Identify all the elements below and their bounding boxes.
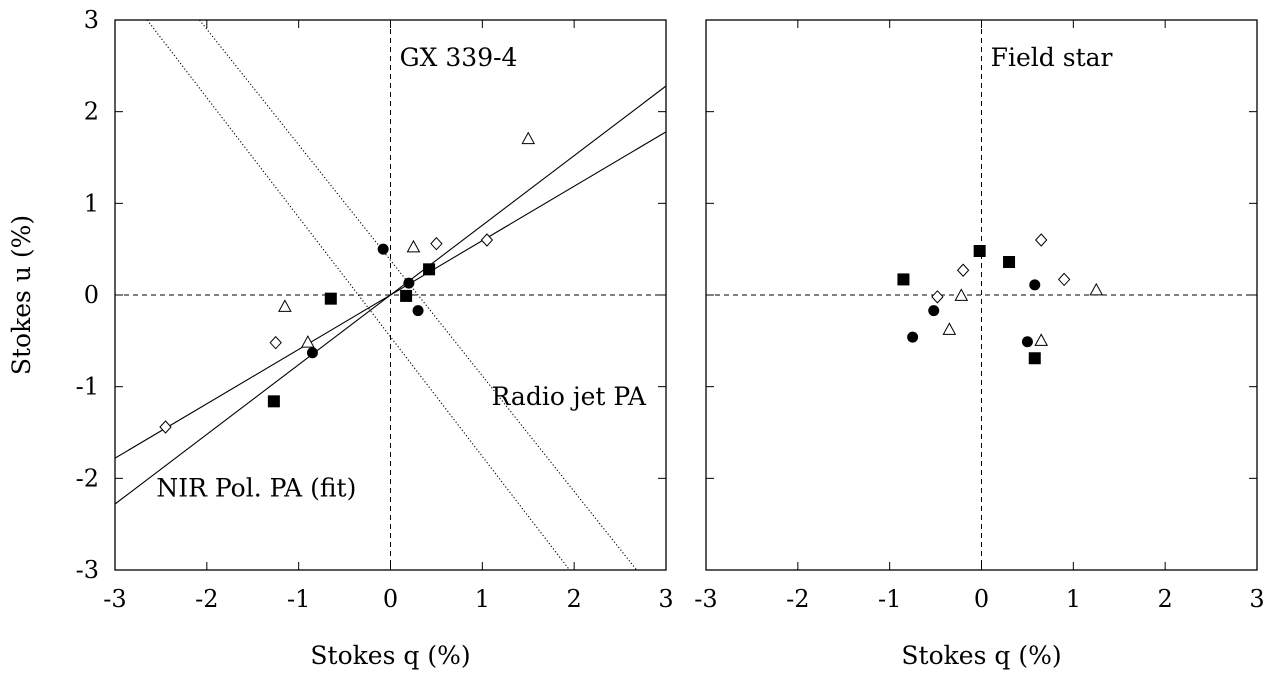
left-annotation: GX 339-4	[400, 43, 518, 72]
left-filled-square-point	[423, 263, 436, 276]
right-x-tick-label: 1	[1066, 585, 1081, 613]
left-open-diamond-point	[269, 335, 282, 350]
right-x-tick-label: -3	[694, 585, 717, 613]
left-open-triangle-point	[278, 299, 292, 312]
left-filled-square-point	[400, 289, 413, 302]
left-y-tick-label: -2	[76, 464, 99, 492]
right-open-triangle-point	[942, 322, 957, 335]
left-open-triangle-point	[521, 131, 536, 145]
panel-field-star: -3 -2 -1 0 1 2 3 Field star Stokes q (%)	[694, 19, 1265, 670]
left-y-tick-label: 0	[84, 281, 99, 309]
left-open-diamond-point	[480, 233, 494, 247]
left-open-triangle-point	[406, 239, 421, 253]
left-radio-jet-pa-line	[199, 20, 638, 570]
right-filled-circle-point	[1021, 336, 1033, 348]
right-open-triangle-point	[954, 288, 969, 301]
left-y-axis-title: Stokes u (%)	[7, 215, 36, 375]
panel-gx339-4: -3 -2 -1 0 1 2 3 -3 -2 -1 0 1 2 3 GX 339-4 Radio jet PA…	[7, 6, 674, 670]
left-filled-square-point	[267, 395, 280, 408]
left-filled-circle-point	[377, 243, 389, 255]
right-open-diamond-point	[1057, 272, 1071, 287]
left-filled-circle-point	[403, 277, 415, 289]
right-filled-square-point	[897, 273, 910, 286]
left-filled-square-point	[324, 292, 337, 305]
right-x-tick-label: 3	[1249, 585, 1264, 613]
right-open-diamond-point	[1035, 233, 1048, 247]
left-annotation: NIR Pol. PA (fit)	[156, 474, 356, 503]
left-open-diamond-point	[159, 420, 172, 434]
left-x-tick-label: 1	[475, 585, 490, 613]
left-x-tick-label: 3	[658, 585, 673, 613]
right-filled-square-point	[1003, 256, 1016, 268]
right-filled-circle-point	[928, 305, 940, 317]
right-filled-circle-point	[1029, 279, 1041, 291]
right-x-axis-title: Stokes q (%)	[901, 641, 1061, 670]
left-filled-circle-point	[306, 347, 318, 359]
right-open-diamond-point	[931, 290, 944, 304]
right-x-tick-label: -1	[878, 585, 901, 613]
right-filled-square-point	[973, 245, 986, 257]
left-x-axis-title: Stokes q (%)	[310, 641, 470, 670]
left-annotation: Radio jet PA	[492, 382, 647, 411]
left-y-tick-label: 1	[84, 189, 99, 217]
left-x-tick-label: 2	[567, 585, 582, 613]
left-y-tick-label: -1	[76, 373, 99, 401]
right-annotation: Field star	[991, 43, 1113, 72]
left-y-tick-label: 2	[84, 98, 99, 126]
right-x-tick-label: -2	[786, 585, 809, 613]
left-x-tick-label: -2	[195, 585, 218, 613]
right-x-tick-label: 2	[1158, 585, 1173, 613]
right-open-triangle-point	[1089, 282, 1104, 296]
right-open-diamond-point	[956, 263, 970, 277]
left-open-diamond-point	[430, 236, 443, 251]
left-nir-pol-pa-fit-line	[115, 85, 666, 505]
right-open-triangle-point	[1034, 333, 1049, 346]
left-x-tick-label: -3	[103, 585, 126, 613]
left-x-tick-label: -1	[287, 585, 310, 613]
left-y-tick-label: -3	[76, 556, 99, 584]
left-open-triangle-point	[301, 335, 315, 348]
left-filled-circle-point	[412, 305, 424, 317]
right-filled-circle-point	[907, 331, 919, 343]
left-x-tick-label: 0	[383, 585, 398, 613]
right-x-tick-label: 0	[974, 585, 989, 613]
left-y-tick-label: 3	[84, 6, 99, 34]
right-filled-square-point	[1028, 352, 1041, 365]
